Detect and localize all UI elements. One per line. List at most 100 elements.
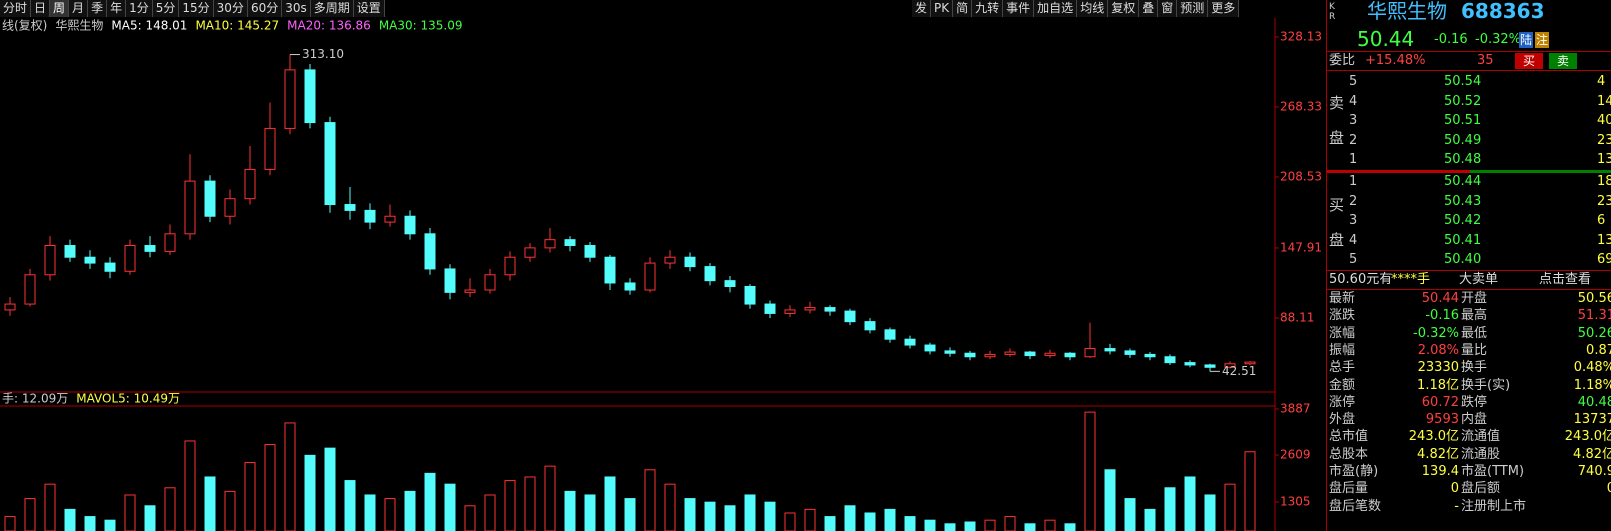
candle-body	[424, 233, 436, 270]
toolbar-button[interactable]: 15分	[179, 0, 214, 17]
volume-bar	[424, 472, 436, 531]
candle-body	[304, 69, 316, 124]
volume-bar	[704, 501, 716, 531]
volume-bar	[204, 476, 216, 531]
legend-text: MA20: 136.86	[287, 19, 371, 33]
volume-bar	[664, 483, 676, 531]
toolbar-button[interactable]: 加自选	[1034, 0, 1078, 17]
candle-body	[1124, 350, 1136, 355]
toolbar-button[interactable]: 季	[88, 0, 108, 17]
volume-bar	[784, 512, 796, 531]
stat-value: 4.82亿	[1417, 446, 1459, 462]
level-price: 50.44	[1444, 174, 1482, 189]
candle-body	[1144, 353, 1156, 358]
level-volume: 23	[1597, 132, 1611, 148]
candle-body	[144, 245, 156, 252]
market-tag: K R	[1329, 2, 1336, 22]
candle-body	[704, 266, 716, 282]
volume-bar	[684, 498, 696, 531]
level-price: 50.48	[1444, 152, 1482, 167]
toolbar-button[interactable]: 窗	[1158, 0, 1178, 17]
side-label: 卖	[1329, 94, 1345, 112]
toolbar-button[interactable]: 周	[50, 0, 70, 17]
tool-toolbar: 发 PK 简九转 事件 加自选 均线 复权叠窗预测 更多	[912, 0, 1240, 17]
volume-bar	[904, 516, 916, 531]
toolbar-button[interactable]: 预测	[1177, 0, 1209, 17]
level-volume: 14	[1597, 93, 1611, 109]
level-price: 50.54	[1444, 74, 1482, 89]
toolbar-button[interactable]: PK	[931, 0, 954, 17]
volume-bar	[584, 494, 596, 531]
stat-label: 盘后额	[1461, 481, 1501, 497]
tag: 陆	[1519, 32, 1534, 48]
stat-value: 243.0亿	[1564, 429, 1611, 445]
toolbar-button[interactable]: 多周期	[310, 0, 354, 17]
high-label: 313.10	[302, 47, 344, 61]
toolbar-button[interactable]: 更多	[1208, 0, 1240, 17]
stat-label: 盘后笔数	[1329, 498, 1382, 514]
candle-body	[664, 256, 676, 264]
toolbar-button[interactable]: 事件	[1003, 0, 1035, 17]
candle-body	[404, 215, 416, 235]
toolbar-button[interactable]: 复权	[1108, 0, 1140, 17]
candle-body	[564, 239, 576, 247]
low-label: 42.51	[1222, 364, 1256, 378]
candle-body	[524, 247, 536, 258]
stat-label: 流通股	[1461, 446, 1501, 462]
volume-bar	[164, 487, 176, 531]
toolbar-button[interactable]: 60分	[247, 0, 283, 17]
toolbar-button[interactable]: 均线	[1077, 0, 1109, 17]
stat-value: 50.44	[1421, 291, 1459, 306]
y-tick-label: 88.11	[1280, 310, 1314, 324]
toolbar-button[interactable]: 年	[107, 0, 127, 17]
toolbar-button[interactable]: 月	[69, 0, 89, 17]
volume-bar	[464, 505, 476, 531]
level: 3	[1349, 213, 1358, 228]
stat-value: 51.31	[1577, 308, 1611, 324]
toolbar-button[interactable]: 发	[912, 0, 932, 17]
candle-body	[1104, 348, 1116, 352]
sell-button: 卖	[1549, 53, 1578, 69]
candle-body	[384, 215, 396, 223]
toolbar-button[interactable]: 分时	[0, 0, 32, 17]
toolbar-button[interactable]: 30分	[213, 0, 248, 17]
toolbar-button[interactable]: 叠	[1139, 0, 1159, 17]
level-volume: 69	[1597, 252, 1611, 267]
stat-value: -0.16	[1425, 308, 1459, 324]
toolbar-button[interactable]: 5分	[152, 0, 180, 17]
toolbar-button[interactable]: 1分	[126, 0, 153, 17]
volume-bar	[324, 447, 336, 531]
stat-label: 涨幅	[1329, 325, 1356, 341]
stat-label: 开盘	[1461, 291, 1488, 306]
toolbar-button[interactable]: 九转	[972, 0, 1004, 17]
candle-body	[1164, 356, 1176, 364]
level-price: 50.40	[1444, 252, 1482, 267]
toolbar-button[interactable]: 简	[953, 0, 973, 17]
volume-bar	[1044, 519, 1056, 531]
volume-bar	[144, 505, 156, 531]
toolbar-button[interactable]: 日	[31, 0, 51, 17]
separator	[1327, 51, 1611, 52]
toolbar-button[interactable]: 设置	[353, 0, 385, 17]
level-price: 50.43	[1444, 193, 1482, 209]
candle-body	[504, 256, 516, 276]
ratio-diff: 35	[1477, 53, 1494, 68]
toolbar-button[interactable]: 30s	[282, 0, 311, 17]
volume-bar	[284, 422, 296, 531]
candle-body	[344, 204, 356, 211]
level-price: 50.41	[1444, 232, 1482, 248]
level-volume: 13	[1597, 152, 1611, 167]
volume-bar	[24, 498, 36, 531]
volume-bar	[1164, 487, 1176, 531]
stat-label: 最高	[1461, 308, 1488, 324]
y-tick-label: 147.91	[1280, 240, 1322, 254]
candle-body	[164, 233, 176, 252]
level-price: 50.49	[1444, 132, 1482, 148]
candle-body	[604, 256, 616, 284]
stat-label: 涨停	[1329, 394, 1356, 410]
kline-chart: 线(复权) 华熙生物 MA5: 148.01 MA10: 145.27 MA20: 13…	[0, 18, 1322, 531]
side-label: 盘	[1329, 129, 1345, 147]
stat-value: 2.08%	[1417, 342, 1459, 358]
candle-body	[1064, 352, 1076, 358]
candle-body	[464, 289, 476, 293]
